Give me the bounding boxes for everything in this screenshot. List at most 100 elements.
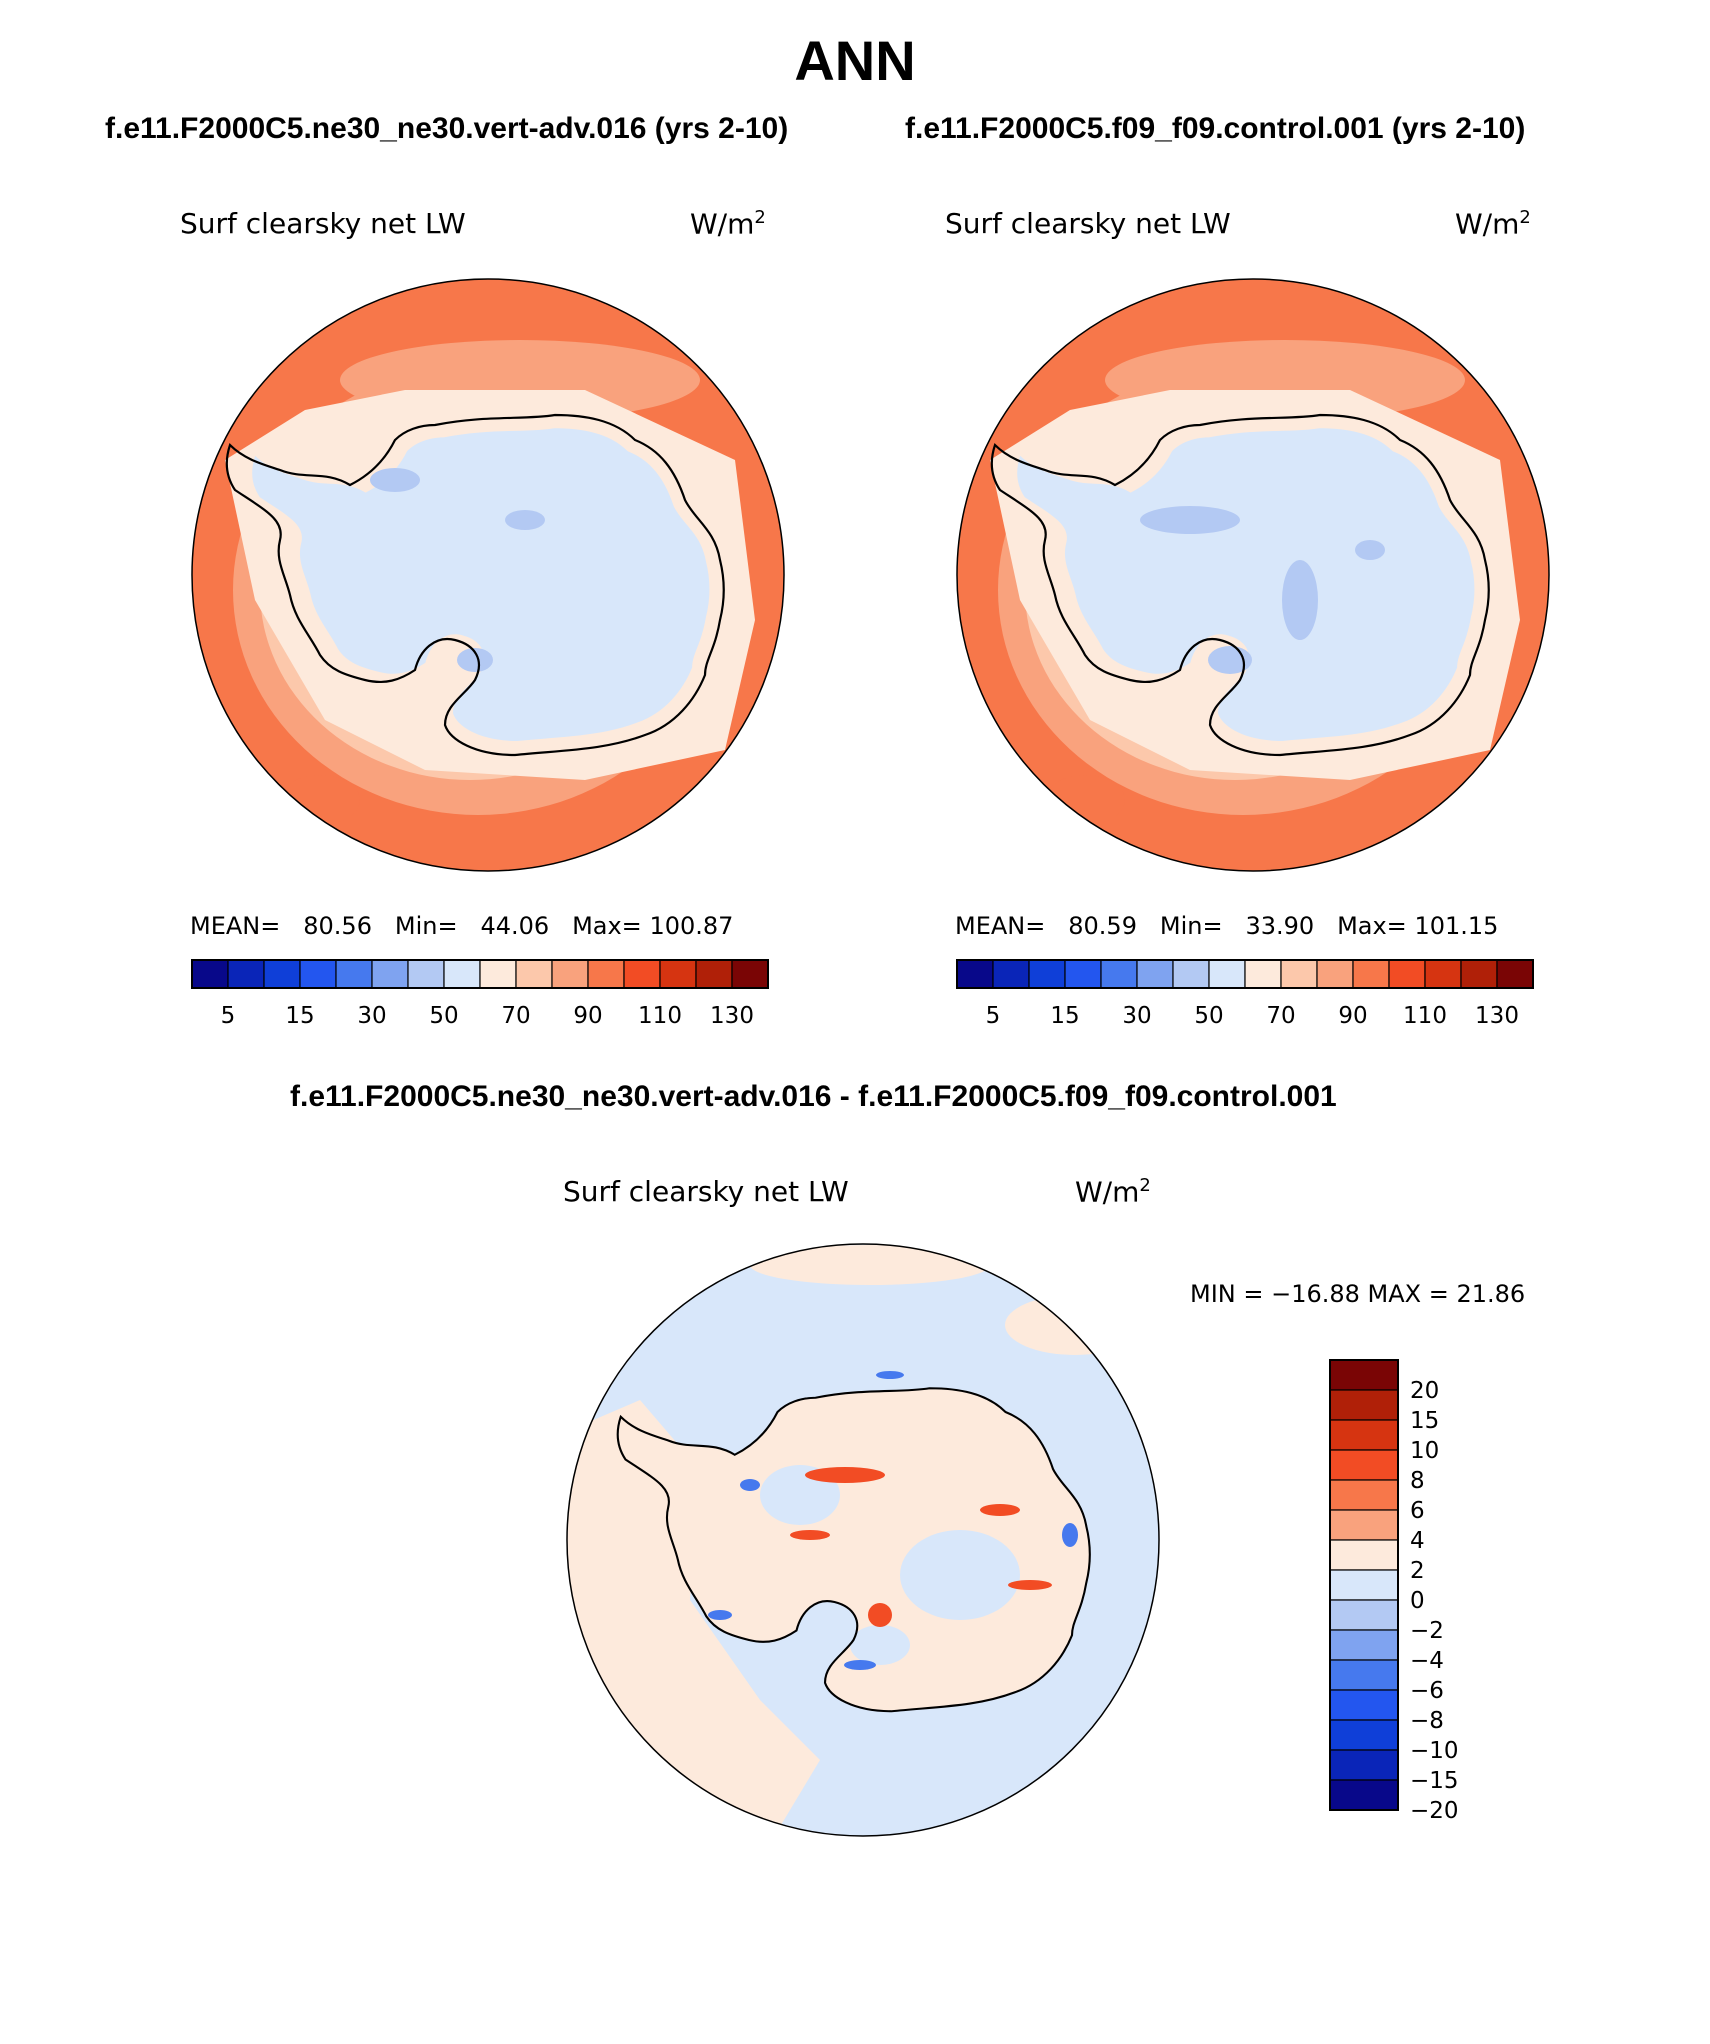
colorbar-tick-label: 0: [1410, 1588, 1425, 1614]
colorbar-swatch: [1496, 959, 1534, 989]
colorbar-swatch: [1329, 1539, 1399, 1571]
colorbar-swatch: [263, 959, 301, 989]
colorbar-tick-label: 30: [357, 1003, 386, 1029]
figure-title: ANN: [794, 29, 916, 92]
panel1-units-label: W/m2: [690, 207, 766, 241]
colorbar-swatch: [731, 959, 769, 989]
colorbar-swatch: [371, 959, 409, 989]
colorbar-tick-label: 8: [1410, 1468, 1425, 1494]
colorbar-tick-label: 50: [1194, 1003, 1223, 1029]
colorbar-swatch: [623, 959, 661, 989]
colorbar-swatch: [515, 959, 553, 989]
panel1-contours: [192, 279, 784, 871]
colorbar-swatch: [1329, 1629, 1399, 1661]
colorbar-tick-label: 50: [429, 1003, 458, 1029]
panel2-variable-label: Surf clearsky net LW: [945, 207, 1231, 240]
colorbar-swatch: [1028, 959, 1066, 989]
diff-minmax: MIN = −16.88 MAX = 21.86: [1190, 1280, 1526, 1308]
colorbar-tick-label: −15: [1410, 1768, 1459, 1794]
colorbar-tick-label: 5: [221, 1003, 236, 1029]
panel2-stats: MEAN= 80.59 Min= 33.90 Max= 101.15: [955, 912, 1499, 940]
colorbar-tick-label: 110: [1403, 1003, 1447, 1029]
colorbar-swatch: [1064, 959, 1102, 989]
colorbar-swatch: [1329, 1419, 1399, 1451]
colorbar-swatch: [1424, 959, 1462, 989]
colorbar-tick-label: 30: [1122, 1003, 1151, 1029]
colorbar-swatch: [1280, 959, 1318, 989]
panel1-case-title: f.e11.F2000C5.ne30_ne30.vert-adv.016 (yr…: [105, 112, 789, 145]
panel2-map: [956, 278, 1550, 872]
colorbar-tick-label: 15: [1050, 1003, 1079, 1029]
colorbar-tick-label: 70: [1266, 1003, 1295, 1029]
colorbar-swatch: [443, 959, 481, 989]
panel1-map: [191, 278, 785, 872]
colorbar-swatch: [1329, 1449, 1399, 1481]
colorbar-tick-label: 4: [1410, 1528, 1425, 1554]
colorbar-swatch: [695, 959, 733, 989]
colorbar-swatch: [1244, 959, 1282, 989]
colorbar-tick-label: −8: [1410, 1708, 1444, 1734]
panel2-case-title: f.e11.F2000C5.f09_f09.control.001 (yrs 2…: [905, 112, 1526, 145]
colorbar-swatch: [191, 959, 229, 989]
diff-units-label: W/m2: [1075, 1175, 1151, 1209]
panel2-colorbar: 5 15 30 50 70 90 110 130: [956, 959, 1534, 1029]
colorbar-swatch: [1329, 1779, 1399, 1811]
colorbar-swatch: [1329, 1569, 1399, 1601]
colorbar-tick-label: −20: [1410, 1798, 1459, 1824]
colorbar-swatch: [479, 959, 517, 989]
colorbar-swatch: [1329, 1389, 1399, 1421]
colorbar-swatch: [335, 959, 373, 989]
colorbar-swatch: [1460, 959, 1498, 989]
panel2-units-label: W/m2: [1455, 207, 1531, 241]
diff-case-title: f.e11.F2000C5.ne30_ne30.vert-adv.016 - f…: [290, 1080, 1337, 1113]
colorbar-swatch: [992, 959, 1030, 989]
colorbar-swatch: [551, 959, 589, 989]
colorbar-swatch: [1329, 1659, 1399, 1691]
colorbar-swatch: [1388, 959, 1426, 989]
colorbar-tick-label: 5: [986, 1003, 1001, 1029]
colorbar-tick-label: −6: [1410, 1678, 1444, 1704]
colorbar-swatch: [1329, 1359, 1399, 1391]
colorbar-swatch: [1329, 1509, 1399, 1541]
colorbar-tick-label: −2: [1410, 1618, 1444, 1644]
colorbar-swatch: [1329, 1599, 1399, 1631]
colorbar-swatch: [1352, 959, 1390, 989]
colorbar-tick-label: 90: [1338, 1003, 1367, 1029]
colorbar-tick-label: 15: [1410, 1408, 1439, 1434]
colorbar-swatch: [956, 959, 994, 989]
colorbar-swatch: [227, 959, 265, 989]
colorbar-tick-label: 6: [1410, 1498, 1425, 1524]
colorbar-swatch: [1136, 959, 1174, 989]
diff-contours: [567, 1244, 1159, 1836]
colorbar-swatch: [1172, 959, 1210, 989]
colorbar-tick-label: 20: [1410, 1378, 1439, 1404]
colorbar-tick-label: 10: [1410, 1438, 1439, 1464]
colorbar-tick-label: 110: [638, 1003, 682, 1029]
panel1-colorbar: 5 15 30 50 70 90 110 130: [191, 959, 769, 1029]
colorbar-swatch: [1329, 1719, 1399, 1751]
colorbar-swatch: [1329, 1689, 1399, 1721]
colorbar-swatch: [587, 959, 625, 989]
colorbar-tick-label: 15: [285, 1003, 314, 1029]
colorbar-tick-label: 130: [710, 1003, 754, 1029]
colorbar-tick-label: −10: [1410, 1738, 1459, 1764]
colorbar-swatch: [1316, 959, 1354, 989]
panel1-stats: MEAN= 80.56 Min= 44.06 Max= 100.87: [190, 912, 734, 940]
colorbar-tick-label: 130: [1475, 1003, 1519, 1029]
colorbar-swatch: [299, 959, 337, 989]
colorbar-tick-label: −4: [1410, 1648, 1444, 1674]
diff-map: [566, 1243, 1160, 1837]
colorbar-tick-label: 90: [573, 1003, 602, 1029]
colorbar-swatch: [407, 959, 445, 989]
colorbar-swatch: [1329, 1749, 1399, 1781]
colorbar-swatch: [1208, 959, 1246, 989]
panel2-contours: [957, 279, 1549, 871]
panel1-variable-label: Surf clearsky net LW: [180, 207, 466, 240]
colorbar-tick-label: 70: [501, 1003, 530, 1029]
colorbar-swatch: [1100, 959, 1138, 989]
colorbar-swatch: [1329, 1479, 1399, 1511]
colorbar-swatch: [659, 959, 697, 989]
colorbar-tick-label: 2: [1410, 1558, 1425, 1584]
